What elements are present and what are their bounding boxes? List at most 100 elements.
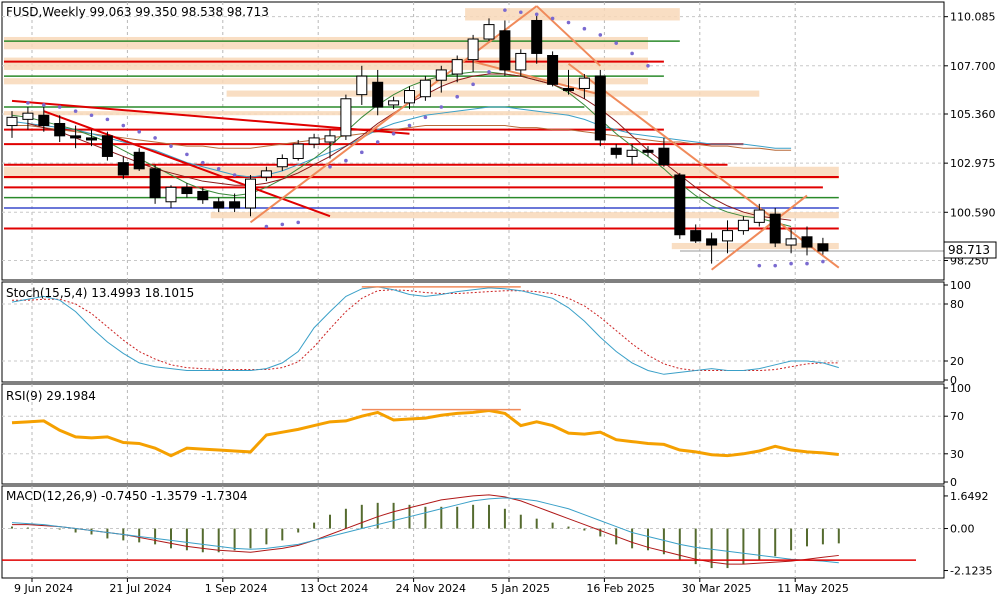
candle-bear [563, 87, 574, 92]
psar-dot [57, 105, 62, 109]
date-tick-label: 21 Jul 2024 [109, 582, 171, 595]
candle-bear [690, 230, 702, 242]
psar-dot [821, 259, 825, 264]
date-tick-label: 30 Mar 2025 [682, 582, 752, 595]
psar-dot [598, 33, 603, 37]
trend-line [536, 5, 601, 67]
stoch-panel-frame [1, 281, 945, 383]
candle-bear [70, 135, 82, 139]
psar-dot [534, 12, 539, 17]
candle-bull [626, 149, 638, 157]
candle-bull [22, 112, 34, 120]
price-tick-label: 105.360 [950, 108, 996, 121]
candle-bull [308, 137, 320, 145]
stoch-signal-line [12, 289, 839, 371]
candle-bear [372, 81, 384, 108]
stoch-main-line [11, 286, 839, 375]
macd-panel-frame [1, 485, 945, 579]
support-resistance-band [4, 36, 648, 50]
date-tick-label: 9 Jun 2024 [14, 582, 73, 595]
support-resistance-band [4, 78, 648, 85]
psar-dot [789, 261, 793, 266]
main-header: FUSD,Weekly 99.063 99.350 98.538 98.713 [6, 5, 269, 19]
psar-dot [280, 222, 285, 227]
psar-dot [185, 152, 189, 157]
support-resistance-band [671, 242, 839, 250]
candle-bear [117, 162, 129, 176]
support-resistance-band [465, 8, 680, 21]
candle-bear [133, 151, 145, 170]
candle-bull [737, 219, 749, 232]
current-price-label: 98.713 [948, 243, 990, 257]
candle-bull [722, 230, 733, 242]
ma-orange-line [12, 125, 792, 151]
psar-dot [519, 10, 523, 15]
macd-tick-label: 0.00 [950, 523, 975, 536]
date-tick-label: 16 Feb 2025 [586, 582, 654, 595]
candle-bull [404, 90, 415, 104]
main-panel-frame [1, 1, 945, 281]
psar-dot [105, 117, 110, 122]
candle-bull [451, 59, 463, 75]
rsi-header: RSI(9) 29.1984 [6, 389, 96, 403]
psar-dot [614, 41, 618, 45]
rsi-tick-label: 30 [950, 448, 964, 461]
candle-bear [101, 135, 113, 157]
psar-dot [360, 150, 364, 155]
stoch-tick-label: 20 [950, 355, 964, 368]
psar-dot [89, 113, 94, 118]
price-tick-label: 110.085 [950, 11, 996, 24]
candle-bear [499, 30, 511, 71]
candle-bear [674, 174, 686, 236]
rsi-panel-frame [1, 383, 945, 485]
psar-dot [201, 160, 205, 165]
psar-dot [582, 26, 587, 31]
date-tick-label: 11 May 2025 [777, 582, 849, 595]
psar-dot [487, 70, 491, 74]
support-resistance-band [4, 111, 648, 116]
support-resistance-band [4, 57, 648, 70]
candle-bull [340, 98, 352, 137]
candle-bull [245, 178, 256, 209]
candle-bear [531, 19, 543, 54]
macd-tick-label: 1.6492 [950, 490, 989, 503]
rsi-tick-label: 70 [950, 410, 964, 423]
date-tick-label: 24 Nov 2024 [396, 582, 466, 595]
macd-header: MACD(12,26,9) -0.7450 -1.3579 -1.7304 [6, 489, 248, 503]
candle-bear [658, 147, 670, 166]
candle-bull [753, 209, 765, 223]
psar-dot [455, 94, 460, 99]
candle-bull [165, 186, 177, 203]
psar-dot [630, 51, 634, 56]
candle-bear [769, 213, 781, 244]
candle-bear [594, 75, 606, 141]
psar-dot [391, 131, 396, 136]
stoch-header: Stoch(15,5,4) 13.4993 18.1015 [6, 286, 194, 300]
psar-dot [439, 105, 444, 109]
psar-dot [407, 123, 412, 128]
candle-bear [38, 114, 50, 127]
macd-main-line [11, 497, 839, 564]
psar-dot [137, 129, 141, 134]
candle-bear [229, 201, 241, 209]
candle-bull [6, 116, 18, 127]
candle-bear [197, 190, 209, 201]
support-resistance-band [210, 212, 839, 219]
candle-bull [388, 100, 400, 106]
stoch-tick-label: 100 [950, 279, 971, 292]
rsi-tick-label: 0 [950, 476, 957, 489]
candle-bear [54, 122, 66, 137]
candle-bull [467, 38, 479, 61]
candle-bear [181, 186, 193, 195]
current-price-tag [943, 241, 997, 259]
psar-dot [26, 101, 30, 105]
trend-line [567, 62, 840, 269]
date-tick-label: 5 Jan 2025 [491, 582, 550, 595]
candle-bull [356, 75, 368, 96]
psar-dot [550, 16, 555, 21]
psar-dot [805, 261, 809, 266]
psar-dot [232, 173, 237, 177]
candle-bull [785, 238, 797, 246]
